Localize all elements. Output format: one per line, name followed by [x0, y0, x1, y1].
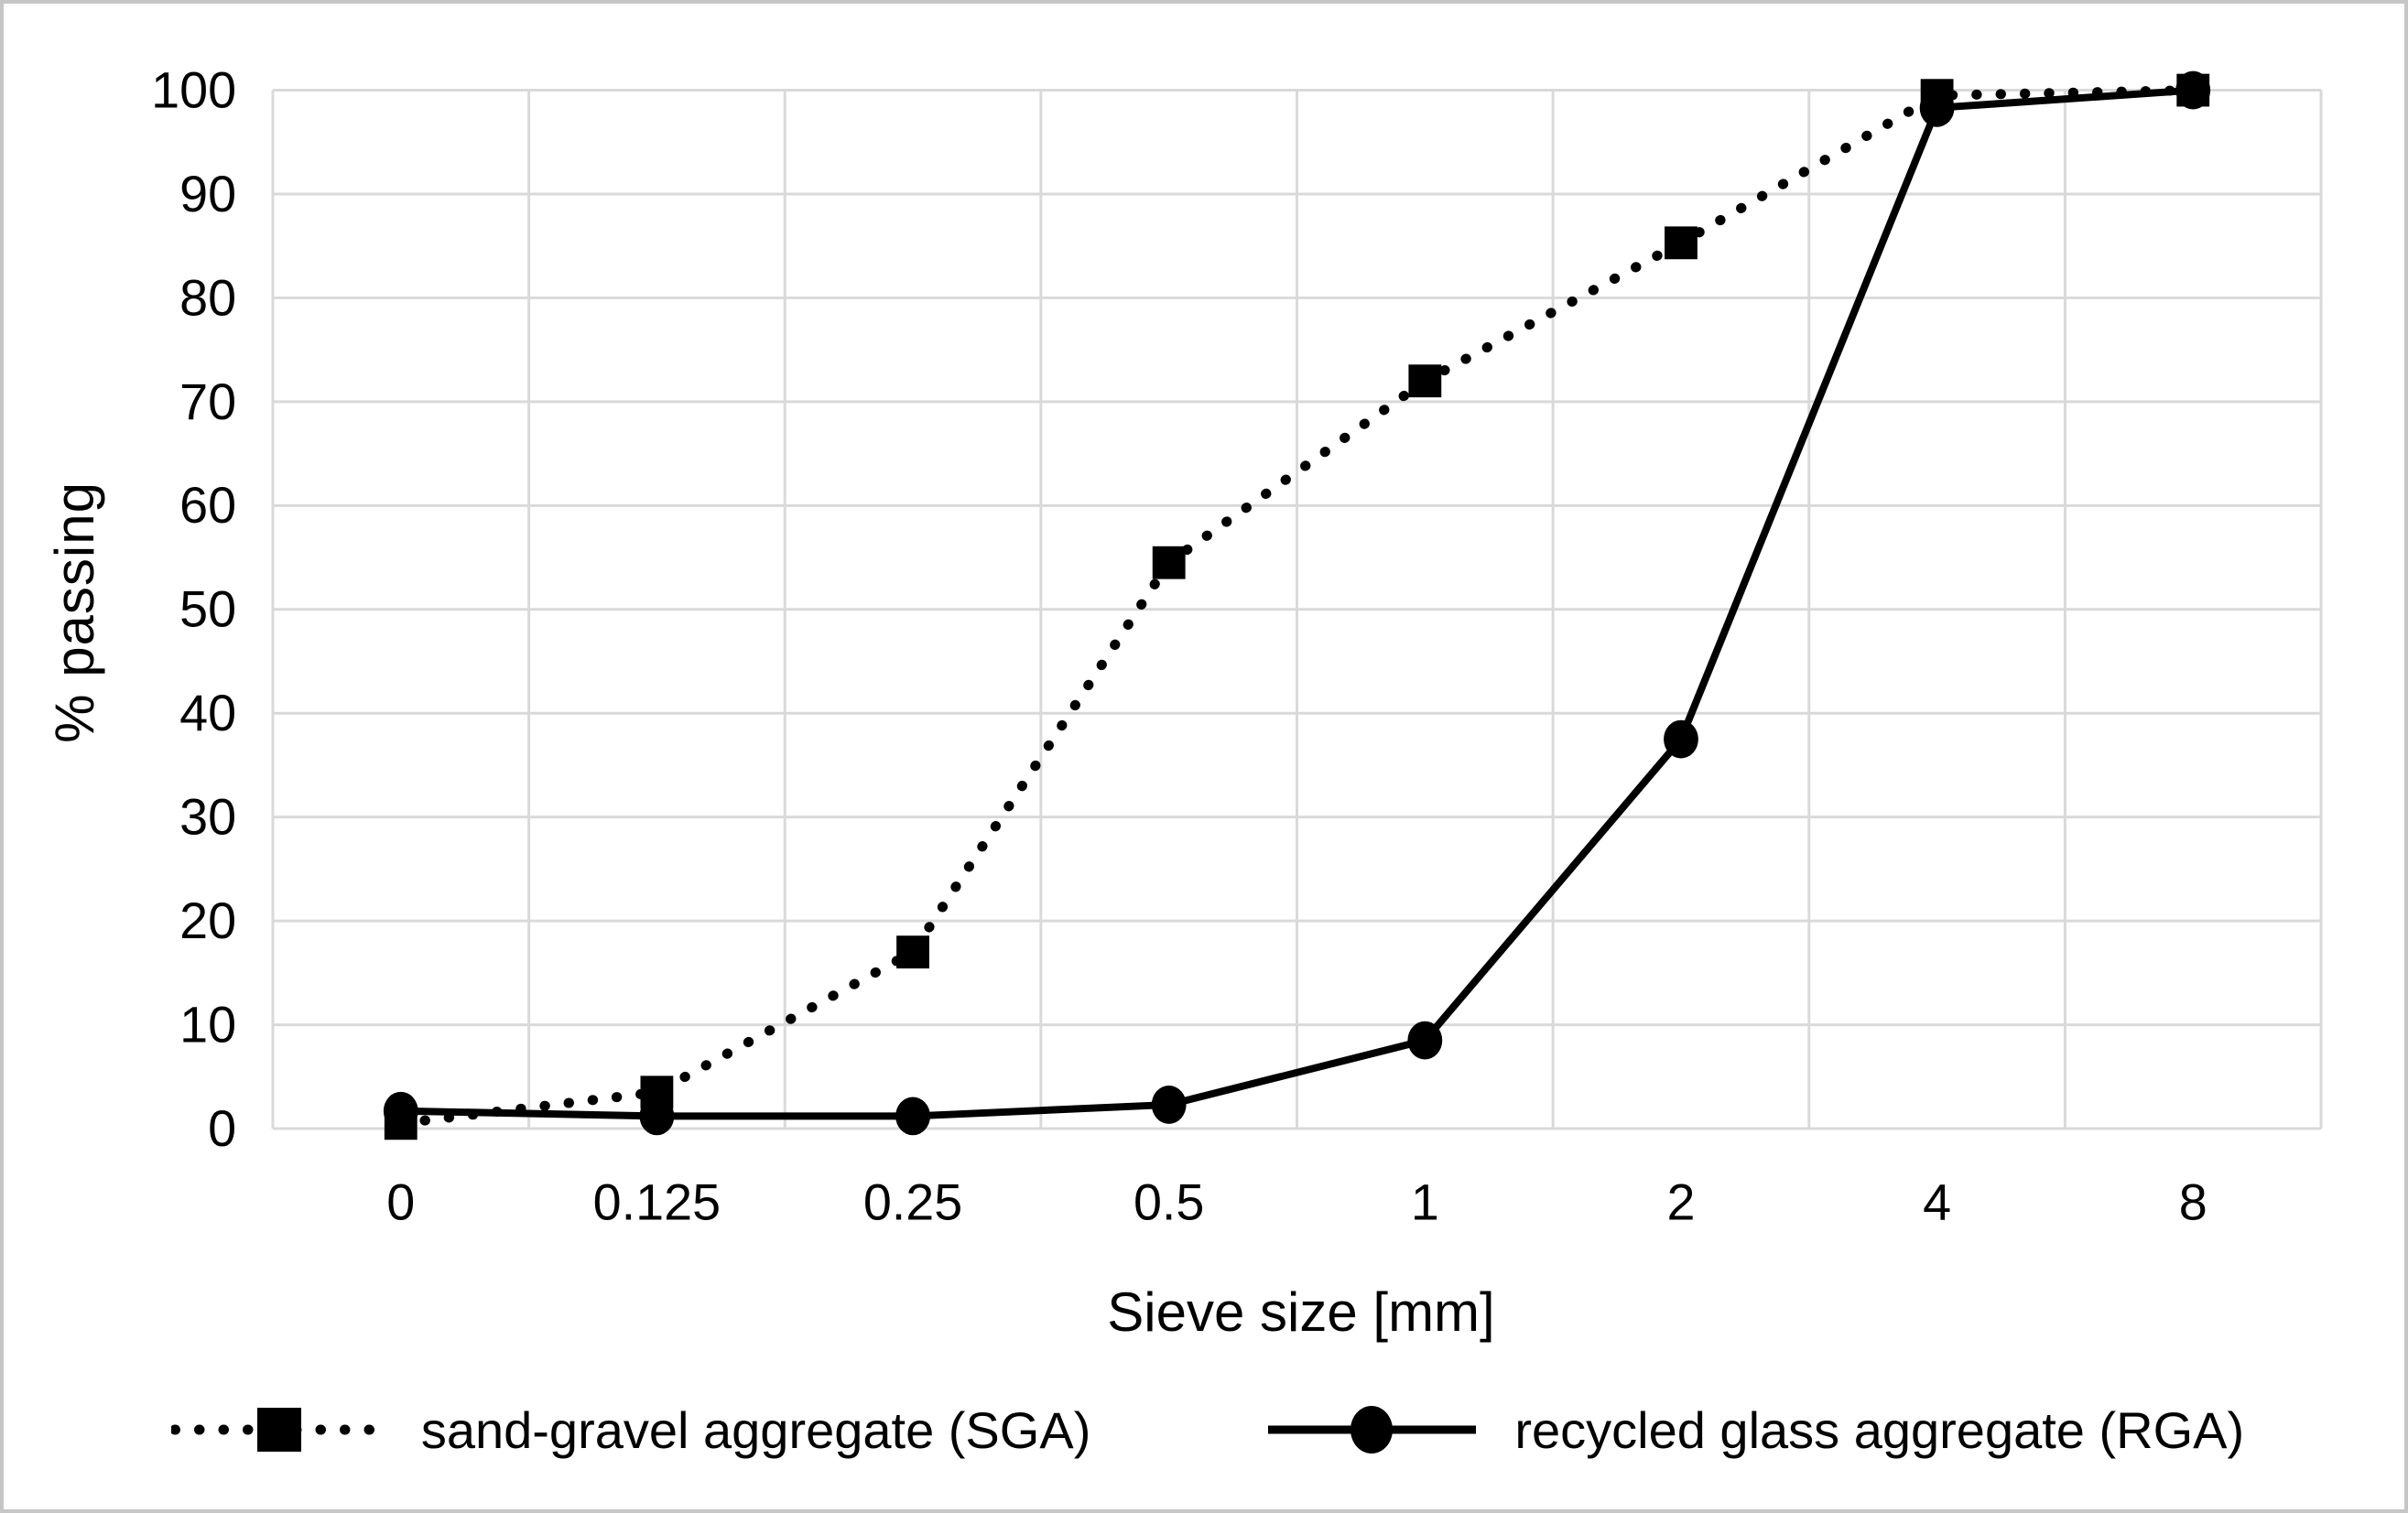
- svg-text:0.125: 0.125: [593, 1174, 721, 1231]
- svg-text:10: 10: [179, 996, 236, 1053]
- svg-text:20: 20: [179, 892, 236, 949]
- svg-text:70: 70: [179, 373, 236, 430]
- svg-text:60: 60: [179, 477, 236, 534]
- y-axis-title: % passing: [24, 91, 125, 1134]
- x-axis-tick-labels: 0 0.125 0.25 0.5 1 2 4 8: [386, 1174, 2207, 1231]
- svg-text:2: 2: [1666, 1174, 1695, 1231]
- svg-text:0: 0: [208, 1100, 236, 1157]
- svg-text:0.25: 0.25: [863, 1174, 962, 1231]
- svg-text:50: 50: [179, 581, 236, 638]
- x-axis-title: Sieve size [mm]: [1107, 1281, 1495, 1343]
- series-line-rga: [400, 86, 2194, 1120]
- svg-text:100: 100: [151, 61, 236, 118]
- svg-text:1: 1: [1411, 1174, 1439, 1231]
- legend-item-sga: sand-gravel aggregate (SGA): [170, 1398, 1091, 1462]
- gridlines: [271, 89, 2323, 1130]
- series-markers-rga: [383, 70, 2211, 1136]
- legend-label-rga: recycled glass aggregate (RGA): [1514, 1400, 2245, 1459]
- y-axis-title-text: % passing: [43, 481, 105, 743]
- legend-item-rga: recycled glass aggregate (RGA): [1264, 1398, 2244, 1462]
- svg-text:80: 80: [179, 269, 236, 326]
- y-axis-tick-labels: 0 10 20 30 40 50 60 70 80 90 100: [151, 61, 236, 1156]
- svg-text:0.5: 0.5: [1133, 1174, 1204, 1231]
- svg-text:4: 4: [1923, 1174, 1951, 1231]
- legend-label-sga: sand-gravel aggregate (SGA): [420, 1400, 1091, 1459]
- svg-text:8: 8: [2179, 1174, 2207, 1231]
- sga-dotted-square-marker-icon: [170, 1408, 386, 1452]
- svg-text:0: 0: [386, 1174, 415, 1231]
- legend: sand-gravel aggregate (SGA) recycled gla…: [4, 1375, 2408, 1485]
- svg-text:90: 90: [179, 166, 236, 222]
- plot-area: 0 10 20 30 40 50 60 70 80 90 100 0 0.125 0.25 0.5 1 2 4 8: [151, 61, 2323, 1231]
- svg-text:30: 30: [179, 789, 236, 846]
- rga-solid-circle-marker-icon: [1268, 1406, 1477, 1454]
- svg-text:40: 40: [179, 685, 236, 741]
